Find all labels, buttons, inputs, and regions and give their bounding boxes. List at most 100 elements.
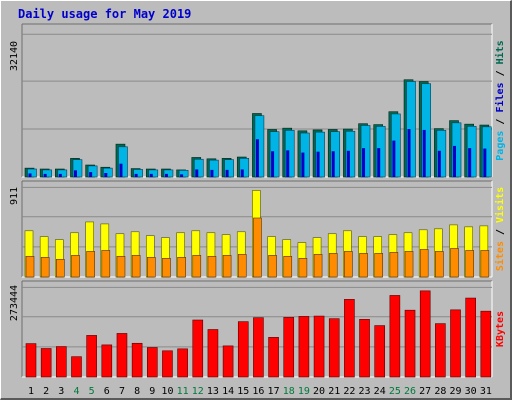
bar-sites-16 — [253, 217, 262, 278]
x-tick-label: 22 — [343, 386, 355, 397]
chart-title: Daily usage for May 2019 — [18, 7, 192, 21]
x-tick-label: 12 — [192, 386, 204, 397]
x-tick-label: 20 — [313, 386, 325, 397]
bar-files-16 — [255, 139, 259, 177]
x-tick-label: 24 — [374, 386, 386, 397]
bar-sites-17 — [268, 255, 277, 278]
bar-sites-12 — [192, 255, 202, 278]
bar-sites-23 — [359, 253, 368, 278]
bar-sites-29 — [450, 248, 459, 278]
x-tick-label: 7 — [119, 386, 125, 397]
bar-sites-15 — [237, 254, 247, 278]
bar-sites-28 — [435, 251, 444, 278]
bar-files-5 — [89, 172, 93, 177]
bar-kbytes-13 — [207, 329, 219, 378]
bar-files-14 — [225, 169, 229, 177]
bar-sites-18 — [283, 256, 293, 278]
bar-files-22 — [346, 150, 350, 177]
bar-files-13 — [210, 169, 214, 177]
bar-kbytes-15 — [237, 321, 249, 378]
bar-pages-9 — [148, 169, 159, 178]
x-tick-label: 31 — [480, 386, 492, 397]
bar-pages-23 — [360, 125, 371, 178]
bar-sites-11 — [177, 257, 186, 278]
bar-kbytes-6 — [101, 344, 113, 378]
bar-kbytes-2 — [40, 348, 52, 378]
bar-kbytes-11 — [177, 348, 188, 378]
bar-pages-17 — [269, 131, 280, 178]
x-tick-label: 29 — [449, 386, 461, 397]
bar-files-15 — [240, 169, 244, 177]
bar-files-2 — [43, 173, 47, 177]
bar-pages-3 — [57, 169, 68, 178]
bar-kbytes-24 — [374, 325, 386, 378]
bar-sites-13 — [207, 256, 217, 278]
bar-pages-15 — [239, 158, 250, 178]
bar-kbytes-27 — [419, 290, 431, 378]
bar-sites-6 — [101, 250, 111, 278]
bar-kbytes-20 — [313, 315, 325, 378]
bar-sites-10 — [162, 258, 171, 278]
bar-pages-22 — [345, 130, 356, 178]
bar-kbytes-1 — [25, 343, 37, 378]
bar-pages-4 — [72, 159, 83, 178]
bar-files-26 — [407, 129, 411, 177]
x-tick-label: 5 — [89, 386, 95, 397]
bar-pages-16 — [254, 115, 265, 178]
bar-kbytes-8 — [131, 342, 143, 378]
bar-files-25 — [392, 140, 396, 177]
bar-sites-25 — [389, 252, 399, 278]
x-tick-label: 17 — [268, 386, 280, 397]
bar-kbytes-28 — [435, 323, 446, 378]
x-tick-label: 25 — [389, 386, 401, 397]
bar-kbytes-5 — [86, 335, 97, 378]
bar-kbytes-12 — [192, 319, 204, 378]
bar-pages-6 — [103, 167, 113, 178]
bar-kbytes-29 — [450, 309, 461, 378]
bar-sites-3 — [56, 259, 65, 278]
bar-pages-8 — [133, 169, 143, 178]
x-tick-label: 6 — [104, 386, 110, 397]
legend-middle: Sites / Visits — [494, 187, 506, 271]
bar-pages-7 — [118, 146, 128, 178]
bar-files-1 — [28, 173, 32, 177]
bar-kbytes-31 — [480, 310, 492, 378]
ymax-label-middle: 911 — [9, 187, 20, 205]
bar-files-29 — [453, 145, 457, 177]
legend-item-sites: Sites — [494, 241, 506, 271]
x-tick-label: 23 — [359, 386, 371, 397]
bar-sites-31 — [480, 250, 490, 278]
bar-files-19 — [301, 152, 305, 177]
x-tick-label: 11 — [177, 386, 189, 397]
x-tick-label: 2 — [43, 386, 49, 397]
bar-pages-19 — [300, 132, 310, 178]
bar-sites-1 — [25, 256, 35, 278]
x-tick-label: 1 — [28, 386, 34, 397]
x-tick-label: 30 — [465, 386, 477, 397]
bar-sites-9 — [146, 257, 156, 278]
bar-pages-13 — [209, 159, 219, 178]
bar-files-24 — [377, 148, 381, 177]
x-tick-label: 4 — [73, 386, 79, 397]
bar-kbytes-4 — [71, 356, 82, 378]
legend-item-visits: Visits — [494, 187, 506, 223]
bar-files-20 — [316, 151, 320, 177]
bar-sites-2 — [40, 257, 50, 278]
bar-pages-14 — [224, 159, 234, 178]
bar-kbytes-16 — [253, 317, 264, 378]
ymax-label-bottom: 273444 — [9, 285, 20, 321]
x-tick-label: 15 — [237, 386, 249, 397]
x-tick-label: 26 — [404, 386, 416, 397]
bar-sites-19 — [298, 258, 308, 278]
bar-files-12 — [195, 169, 199, 177]
x-tick-label: 3 — [58, 386, 64, 397]
bar-pages-28 — [436, 130, 447, 178]
x-tick-label: 21 — [328, 386, 340, 397]
x-tick-label: 18 — [283, 386, 295, 397]
bar-sites-14 — [222, 255, 232, 278]
x-tick-label: 16 — [252, 386, 264, 397]
bar-files-7 — [119, 163, 123, 177]
bar-pages-18 — [284, 130, 295, 178]
bar-pages-31 — [482, 126, 492, 178]
